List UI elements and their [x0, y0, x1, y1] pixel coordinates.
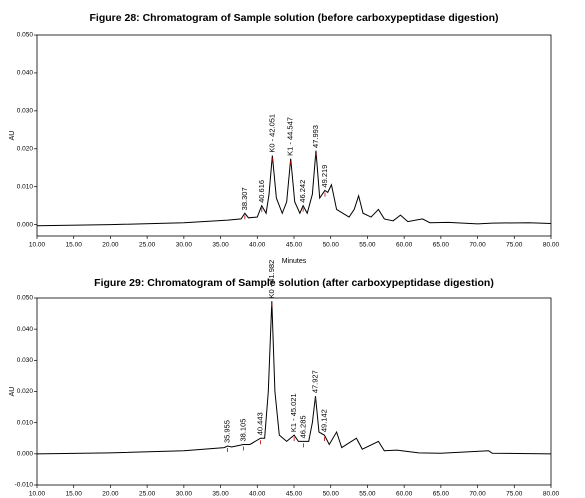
peak-label: 35.955: [223, 420, 232, 443]
y-tick-label: 0.020: [17, 145, 34, 152]
x-tick-label: 55.00: [359, 242, 376, 249]
x-tick-label: 40.00: [249, 242, 266, 249]
peak-label: K0 - 42.051: [267, 114, 276, 153]
x-axis-label: Minutes: [282, 258, 307, 265]
peak-label: 47.993: [311, 125, 320, 148]
y-tick-label: 0.030: [17, 108, 34, 115]
peak-label: 46.242: [298, 180, 307, 203]
x-tick-label: 20.00: [102, 242, 119, 249]
x-tick-label: 65.00: [433, 491, 450, 498]
peak-label: 38.307: [240, 187, 249, 210]
x-tick-label: 55.00: [359, 491, 376, 498]
chart-title: Figure 28: Chromatogram of Sample soluti…: [90, 12, 499, 24]
x-tick-label: 30.00: [176, 491, 193, 498]
x-tick-label: 70.00: [469, 491, 486, 498]
x-tick-label: 60.00: [396, 491, 413, 498]
y-tick-label: 0.010: [17, 183, 34, 190]
x-tick-label: 75.00: [506, 242, 523, 249]
peak-label: 49.219: [320, 165, 329, 188]
x-tick-label: 65.00: [433, 242, 450, 249]
peak-label: 40.443: [256, 412, 265, 435]
y-tick-label: 0.030: [17, 357, 34, 364]
x-tick-label: 15.00: [66, 242, 83, 249]
chart-title: Figure 29: Chromatogram of Sample soluti…: [94, 277, 494, 289]
peak-label: 38.105: [238, 419, 247, 442]
x-tick-label: 75.00: [506, 491, 523, 498]
x-tick-label: 70.00: [469, 242, 486, 249]
peak-label: K0 - 41.982: [267, 260, 276, 299]
peak-label: K1 - 44.547: [286, 117, 295, 156]
x-tick-label: 45.00: [286, 242, 303, 249]
y-tick-label: 0.040: [17, 70, 34, 77]
x-tick-label: 15.00: [66, 491, 83, 498]
y-axis-label: AU: [9, 387, 16, 397]
plot-frame: [36, 297, 552, 486]
x-tick-label: 10.00: [29, 491, 46, 498]
y-tick-label: 0.000: [17, 221, 34, 228]
y-tick-label: 0.000: [17, 451, 34, 458]
y-tick-label: 0.010: [17, 419, 34, 426]
x-tick-label: 30.00: [176, 242, 193, 249]
x-tick-label: 60.00: [396, 242, 413, 249]
y-tick-label: 0.050: [17, 295, 34, 302]
peak-label: K1 - 45.021: [289, 393, 298, 432]
y-tick-label: 0.040: [17, 326, 34, 333]
x-tick-label: 20.00: [102, 491, 119, 498]
chromatogram-trace: [36, 301, 552, 455]
x-tick-label: 40.00: [249, 491, 266, 498]
chromatogram-trace: [36, 150, 552, 227]
x-tick-label: 10.00: [29, 242, 46, 249]
y-tick-label: 0.020: [17, 388, 34, 395]
y-tick-label: -0.010: [15, 482, 34, 489]
x-tick-label: 45.00: [286, 491, 303, 498]
peak-label: 47.927: [310, 370, 319, 393]
x-tick-label: 50.00: [323, 242, 340, 249]
x-tick-label: 25.00: [139, 242, 156, 249]
y-axis-label: AU: [9, 131, 16, 141]
x-tick-label: 80.00: [543, 242, 560, 249]
x-tick-label: 25.00: [139, 491, 156, 498]
x-tick-label: 35.00: [212, 242, 229, 249]
x-tick-label: 35.00: [212, 491, 229, 498]
peak-label: 46.285: [298, 415, 307, 438]
peak-label: 40.616: [257, 180, 266, 203]
y-tick-label: 0.050: [17, 32, 34, 39]
x-tick-label: 80.00: [543, 491, 560, 498]
peak-label: 49.142: [319, 409, 328, 432]
x-tick-label: 50.00: [323, 491, 340, 498]
